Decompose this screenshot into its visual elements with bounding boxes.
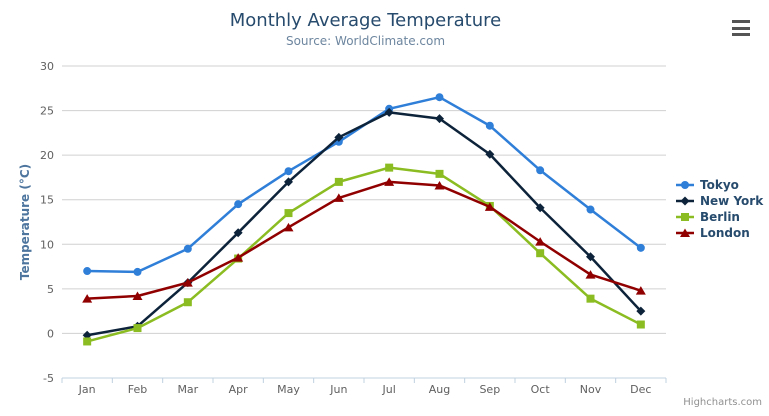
data-point-tokyo[interactable]	[536, 166, 545, 175]
data-point-berlin[interactable]	[183, 298, 192, 307]
data-point-new-york[interactable]	[535, 203, 545, 213]
data-point-london[interactable]	[384, 177, 395, 186]
legend-item-label: Tokyo	[700, 178, 739, 192]
y-axis-tick-label: 5	[47, 283, 54, 296]
legend-marker-symbol[interactable]	[681, 181, 689, 189]
data-point-berlin[interactable]	[284, 209, 293, 218]
data-point-new-york[interactable]	[435, 114, 444, 124]
x-axis-tick-label: Mar	[177, 383, 198, 396]
data-point-tokyo[interactable]	[83, 267, 92, 276]
y-axis-tick-label: 20	[40, 149, 54, 162]
x-axis-tick-label: Apr	[229, 383, 249, 396]
data-point-london[interactable]	[434, 180, 445, 190]
y-axis-tick-label: 0	[47, 327, 54, 340]
legend-item-label: London	[700, 226, 750, 240]
series-line-london	[85, 180, 643, 300]
data-point-new-york[interactable]	[636, 306, 646, 316]
data-point-london[interactable]	[535, 237, 546, 246]
data-point-london[interactable]	[333, 193, 344, 202]
y-axis-tick-label: 15	[40, 194, 54, 207]
data-point-new-york[interactable]	[334, 132, 344, 142]
export-menu-button[interactable]	[732, 20, 752, 36]
data-point-berlin[interactable]	[83, 337, 92, 346]
data-point-new-york[interactable]	[586, 252, 595, 262]
legend-item-berlin[interactable]: Berlin	[676, 209, 763, 225]
data-point-new-york[interactable]	[384, 107, 394, 117]
legend-marker-square-icon	[676, 213, 694, 221]
legend-marker-symbol[interactable]	[680, 228, 690, 238]
legend-item-tokyo[interactable]: Tokyo	[676, 177, 763, 193]
legend-marker-diamond-icon	[676, 196, 694, 206]
data-point-tokyo[interactable]	[435, 93, 444, 102]
legend: Tokyo New York Berlin London	[676, 177, 763, 241]
legend-item-new-york[interactable]: New York	[676, 193, 763, 209]
x-axis-tick-label: Jun	[329, 383, 347, 396]
data-point-berlin[interactable]	[636, 320, 645, 329]
y-axis-tick-label: 10	[40, 238, 54, 251]
data-point-london[interactable]	[233, 253, 244, 262]
x-axis-tick-label: Aug	[429, 383, 450, 396]
data-point-london[interactable]	[283, 222, 294, 232]
data-point-berlin[interactable]	[435, 169, 444, 178]
legend-marker-triangle-icon	[676, 228, 694, 238]
y-axis-tick-label: 30	[40, 60, 54, 73]
x-axis-tick-label: Jan	[78, 383, 96, 396]
data-point-london[interactable]	[484, 202, 495, 211]
data-point-berlin[interactable]	[586, 294, 595, 303]
x-axis-tick-label: Feb	[128, 383, 147, 396]
chart-subtitle: Source: WorldClimate.com	[285, 34, 446, 48]
legend-item-label: New York	[700, 194, 764, 208]
data-point-london[interactable]	[635, 286, 646, 295]
y-axis-tick-label: 25	[40, 105, 54, 118]
data-point-berlin[interactable]	[536, 249, 545, 258]
legend-marker-symbol[interactable]	[680, 196, 690, 206]
data-point-new-york[interactable]	[233, 228, 243, 238]
data-point-tokyo[interactable]	[183, 244, 192, 253]
legend-marker-circle-icon	[676, 181, 694, 189]
data-point-tokyo[interactable]	[485, 121, 494, 130]
data-point-new-york[interactable]	[485, 149, 495, 159]
data-point-london[interactable]	[132, 291, 143, 300]
x-axis-tick-label: Sep	[479, 383, 500, 396]
x-axis-tick-label: Nov	[580, 383, 602, 396]
x-axis-tick-label: Jul	[382, 383, 396, 396]
hamburger-icon	[732, 20, 750, 23]
data-point-tokyo[interactable]	[133, 267, 142, 276]
data-point-london[interactable]	[82, 294, 93, 303]
legend-marker-symbol[interactable]	[681, 213, 689, 221]
data-point-berlin[interactable]	[133, 324, 142, 333]
x-axis-tick-label: Dec	[630, 383, 651, 396]
data-point-tokyo[interactable]	[234, 200, 243, 209]
data-point-berlin[interactable]	[334, 177, 343, 186]
credits-link[interactable]: Highcharts.com	[683, 397, 762, 408]
data-point-tokyo[interactable]	[636, 243, 645, 252]
legend-item-label: Berlin	[700, 210, 740, 224]
series-line-new-york	[85, 111, 643, 337]
y-axis-title: Temperature (°C)	[18, 163, 32, 281]
x-axis-tick-label: May	[277, 383, 300, 396]
data-point-tokyo[interactable]	[586, 205, 595, 214]
data-point-berlin[interactable]	[385, 163, 394, 172]
data-point-london[interactable]	[182, 278, 193, 287]
legend-item-london[interactable]: London	[676, 225, 763, 241]
chart-title: Monthly Average Temperature	[229, 10, 502, 31]
data-point-tokyo[interactable]	[284, 167, 293, 176]
data-point-new-york[interactable]	[284, 177, 293, 187]
series-line-tokyo	[85, 95, 643, 274]
y-axis-tick-label: -5	[43, 372, 54, 385]
x-axis-tick-label: Oct	[531, 383, 551, 396]
series-line-berlin	[85, 166, 643, 343]
data-point-london[interactable]	[585, 270, 596, 279]
